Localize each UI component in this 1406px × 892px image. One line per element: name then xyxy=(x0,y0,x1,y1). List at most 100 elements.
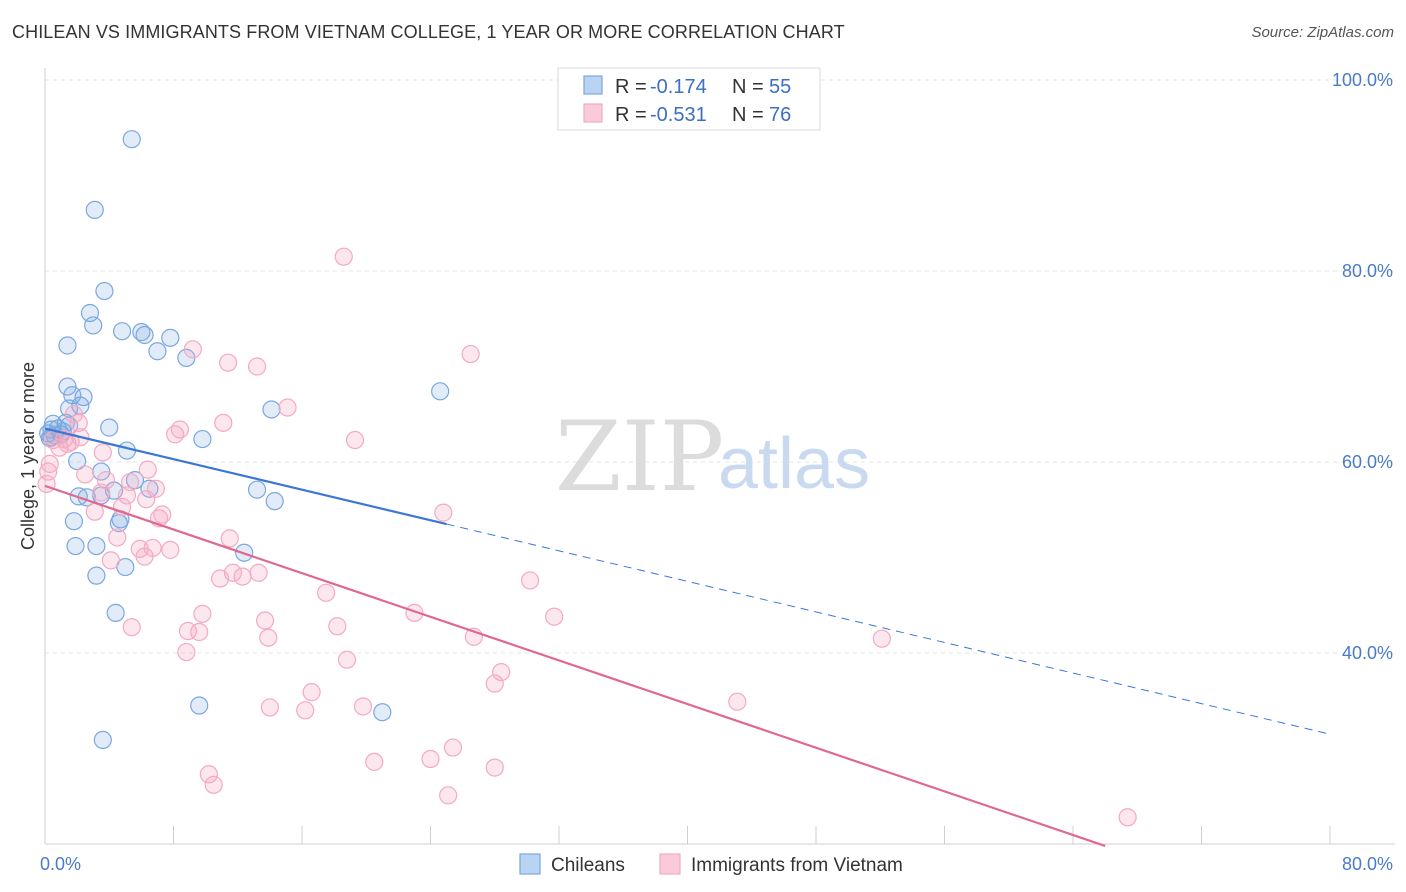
y-axis-label: College, 1 year or more xyxy=(18,362,38,550)
chart-title: CHILEAN VS IMMIGRANTS FROM VIETNAM COLLE… xyxy=(12,22,845,42)
point-chileans xyxy=(431,382,450,401)
point-vietnam xyxy=(1118,808,1137,827)
x-tick-label: 80.0% xyxy=(1342,854,1393,874)
point-vietnam xyxy=(69,413,88,432)
point-vietnam xyxy=(259,628,278,647)
point-vietnam xyxy=(728,692,747,711)
trend-line-chileans-extrapolated xyxy=(446,523,1331,735)
point-chileans xyxy=(262,400,281,419)
x-tick-label: 0.0% xyxy=(40,854,81,874)
point-vietnam xyxy=(153,505,172,524)
point-vietnam xyxy=(96,471,116,490)
point-vietnam xyxy=(278,398,297,417)
point-vietnam xyxy=(138,460,157,479)
point-vietnam xyxy=(545,607,564,626)
bottom-legend-swatch-vietnam xyxy=(659,853,681,875)
point-vietnam xyxy=(199,765,218,784)
point-vietnam xyxy=(101,551,120,570)
point-vietnam xyxy=(872,629,891,648)
legend-swatch-vietnam xyxy=(583,103,603,123)
point-vietnam xyxy=(365,752,384,771)
point-vietnam xyxy=(434,503,453,522)
legend-r-value-1: -0.174 xyxy=(650,76,707,98)
point-vietnam xyxy=(316,583,336,602)
trend-line-chileans xyxy=(44,427,447,526)
point-chileans xyxy=(95,281,114,301)
point-chileans xyxy=(112,322,132,341)
point-chileans xyxy=(74,387,93,407)
point-vietnam xyxy=(61,432,80,452)
point-vietnam xyxy=(439,786,458,805)
point-chileans xyxy=(64,512,84,531)
point-vietnam xyxy=(219,353,238,372)
point-chileans xyxy=(85,200,104,219)
point-chileans xyxy=(66,536,85,556)
point-chileans xyxy=(87,536,106,556)
watermark-atlas: atlas xyxy=(718,424,870,504)
point-vietnam xyxy=(122,618,141,637)
point-vietnam xyxy=(461,344,480,364)
point-vietnam xyxy=(204,775,223,794)
point-chileans xyxy=(132,323,151,342)
point-vietnam xyxy=(146,479,165,498)
point-vietnam xyxy=(108,528,127,547)
axes xyxy=(44,68,1395,845)
point-vietnam xyxy=(40,454,59,474)
point-vietnam xyxy=(93,443,112,462)
point-vietnam xyxy=(76,465,95,484)
chart-source: Source: ZipAtlas.com xyxy=(1251,24,1394,41)
point-vietnam xyxy=(345,430,365,450)
point-vietnam xyxy=(520,571,540,590)
top-legend: R = -0.174 N = 55 R = -0.531 N = 76 xyxy=(557,67,821,131)
trend-line-vietnam xyxy=(44,484,1106,847)
point-vietnam xyxy=(170,420,190,439)
point-vietnam xyxy=(353,697,373,716)
point-chileans xyxy=(122,130,141,149)
legend-n-value-2: 76 xyxy=(769,104,791,126)
point-vietnam xyxy=(255,611,275,630)
legend-n-label-2: N = xyxy=(732,104,764,126)
point-vietnam xyxy=(39,462,58,481)
point-vietnam xyxy=(233,567,252,586)
point-chileans xyxy=(87,566,106,585)
point-vietnam xyxy=(485,674,504,693)
bottom-legend: Chileans Immigrants from Vietnam xyxy=(519,853,903,876)
point-vietnam xyxy=(193,604,212,623)
watermark-zip: ZIP xyxy=(555,401,724,513)
point-vietnam xyxy=(485,758,504,777)
point-vietnam xyxy=(302,683,321,702)
point-vietnam xyxy=(328,617,347,636)
point-vietnam xyxy=(177,642,196,662)
trend-lines xyxy=(44,427,1331,847)
point-vietnam xyxy=(64,405,84,424)
point-chileans xyxy=(161,328,180,347)
point-chileans xyxy=(193,429,212,449)
legend-r-label-2: R = xyxy=(615,104,647,126)
point-vietnam xyxy=(117,486,137,505)
point-vietnam xyxy=(247,357,267,376)
point-vietnam xyxy=(161,540,180,559)
point-vietnam xyxy=(190,622,209,642)
point-vietnam xyxy=(214,413,233,432)
point-chileans xyxy=(106,603,125,622)
legend-n-value-1: 55 xyxy=(769,76,791,98)
point-vietnam xyxy=(421,749,440,769)
point-chileans xyxy=(247,480,267,499)
point-chileans xyxy=(68,451,87,471)
point-vietnam xyxy=(334,247,353,266)
point-vietnam xyxy=(337,650,357,669)
point-vietnam xyxy=(143,538,162,558)
point-chileans xyxy=(59,399,79,418)
point-vietnam xyxy=(260,698,279,717)
y-tick-labels: 100.0% 80.0% 60.0% 40.0% xyxy=(1332,70,1393,663)
bottom-legend-swatch-chileans xyxy=(519,853,541,875)
point-chileans xyxy=(140,479,159,498)
point-vietnam xyxy=(492,662,511,682)
point-vietnam xyxy=(405,603,424,622)
point-chileans xyxy=(84,316,103,335)
x-tick-labels: 0.0% 80.0% xyxy=(40,854,1393,874)
point-chileans xyxy=(100,418,119,437)
watermark: ZIP atlas xyxy=(555,401,870,513)
point-chileans xyxy=(148,342,167,361)
point-vietnam xyxy=(443,738,463,757)
